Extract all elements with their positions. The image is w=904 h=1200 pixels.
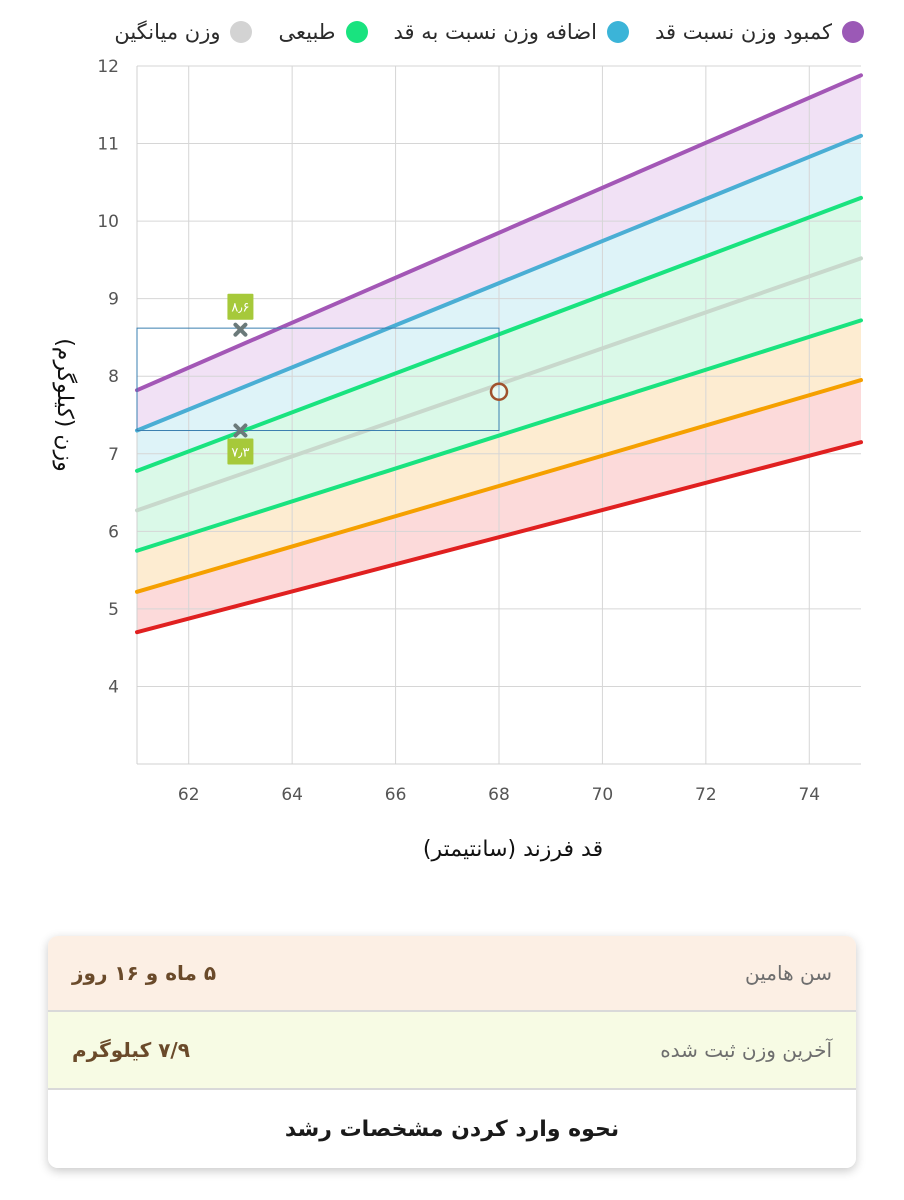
y-tick-label: 9 [108,290,119,310]
info-card: سن هامین ۵ ماه و ۱۶ روز آخرین وزن ثبت شد… [48,936,856,1168]
x-tick-label: 66 [385,785,407,805]
last-weight-row: آخرین وزن ثبت شده ۷/۹ کیلوگرم [48,1012,856,1090]
series-line-0 [135,440,863,635]
x-tick-label: 64 [281,785,303,805]
y-tick-label: 5 [108,600,119,620]
reference-label-text: ۷٫۳ [231,446,249,461]
x-tick-label: 68 [488,785,510,805]
y-tick-label: 10 [97,212,119,232]
reference-label-text: ۸٫۶ [231,301,249,316]
reference-marker-x-icon [233,322,248,337]
x-tick-label: 72 [695,785,717,805]
series-line-2 [135,318,863,553]
reference-label-badge [227,438,254,465]
legend-label: طبیعی [278,20,336,44]
x-tick-label: 74 [798,785,820,805]
legend-label: اضافه وزن نسبت به قد [393,20,597,44]
x-tick-label: 70 [592,785,614,805]
growth-help-link[interactable]: نحوه وارد کردن مشخصات رشد [48,1090,856,1168]
growth-chart: 62 64 66 68 70 72 74 4 5 6 7 8 9 10 11 12 قد فرزند (سانت… [52,57,863,862]
y-tick-label: 12 [97,57,119,77]
reference-label-badge [227,293,254,320]
series-line-6 [135,73,863,393]
last-weight-label: آخرین وزن ثبت شده [660,1038,832,1062]
legend-label: وزن میانگین [114,20,221,44]
chart-legend: کمبود وزن نسبت قد اضافه وزن نسبت به قد طبی… [14,12,864,52]
legend-item[interactable]: کمبود وزن نسبت قد [655,20,864,44]
age-value: ۵ ماه و ۱۶ روز [72,961,217,985]
y-tick-label: 11 [97,135,119,155]
x-tick-label: 62 [178,785,200,805]
growth-help-link-text: نحوه وارد کردن مشخصات رشد [284,1116,620,1142]
age-row: سن هامین ۵ ماه و ۱۶ روز [48,936,856,1012]
y-tick-label: 7 [108,445,119,465]
series-line-1 [135,378,863,594]
legend-item[interactable]: طبیعی [278,20,368,44]
y-tick-label: 6 [108,522,119,542]
reference-marker-x-icon [233,423,248,438]
legend-dot-icon [345,21,368,43]
legend-label: کمبود وزن نسبت قد [654,20,832,44]
last-weight-value: ۷/۹ کیلوگرم [72,1038,190,1062]
current-point-marker [489,382,509,401]
legend-dot-icon [230,21,253,43]
series-line-5 [135,133,863,433]
age-label: سن هامین [745,961,832,985]
y-tick-label: 4 [108,677,119,697]
x-axis-title: قد فرزند (سانتیمتر) [423,837,603,862]
legend-dot-icon [842,21,864,43]
legend-dot-icon [606,21,629,43]
y-tick-label: 8 [108,367,119,387]
legend-item[interactable]: وزن میانگین [114,20,253,44]
y-axis-title: وزن (کیلوگرم) [52,338,78,472]
legend-item[interactable]: اضافه وزن نسبت به قد [394,20,629,44]
reference-box [136,327,500,432]
